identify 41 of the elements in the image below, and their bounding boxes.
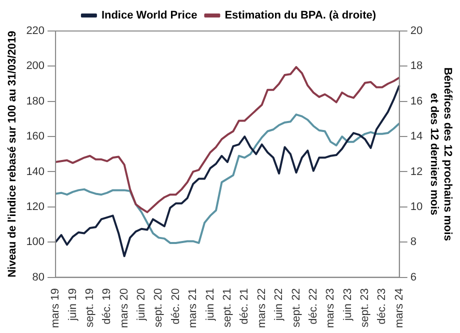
y-tick-label: 200 <box>26 60 45 72</box>
x-tick-label: déc. 20 <box>170 288 182 324</box>
y2-axis-title: Bénéfices des 12 prochains mois et des 12 derniers mois <box>428 67 454 241</box>
x-tick-label: juin 20 <box>136 288 148 322</box>
x-tick-label: déc. 19 <box>101 288 114 324</box>
y2-tick-label: 12 <box>410 166 423 178</box>
x-tick-label: déc. 22 <box>307 288 320 324</box>
y-tick-label: 140 <box>26 166 45 178</box>
x-tick-label: juin 19 <box>66 288 79 322</box>
y-tick-label: 80 <box>32 271 45 284</box>
x-tick-label: sept. 20 <box>152 288 165 328</box>
x-tick-label: sept. 21 <box>221 288 234 328</box>
legend-label: Indice World Price <box>101 10 198 22</box>
y2-tick-label: 18 <box>410 60 423 72</box>
y2-tick-label: 6 <box>410 271 416 284</box>
x-tick-label: juin 21 <box>204 288 216 322</box>
y-tick-label: 100 <box>26 236 45 248</box>
x-tick-label: déc. 21 <box>238 288 251 324</box>
x-tick-label: déc. 23 <box>376 288 388 324</box>
y-tick-label: 180 <box>26 95 45 108</box>
x-tick-label: mars 22 <box>256 288 268 328</box>
y-tick-label: 120 <box>26 200 45 213</box>
x-tick-label: mars 23 <box>324 288 337 328</box>
x-tick-label: sept. 23 <box>359 288 372 328</box>
x-tick-label: sept. 19 <box>84 288 96 328</box>
x-tick-label: mars 24 <box>393 288 406 328</box>
y-tick-label: 220 <box>26 25 45 38</box>
y2-tick-label: 8 <box>410 236 416 248</box>
x-tick-label: juin 22 <box>273 288 286 322</box>
x-tick-label: mars 20 <box>118 288 130 328</box>
legend-label: Estimation du BPA. (à droite) <box>224 10 376 22</box>
x-tick-label: sept. 22 <box>290 288 302 328</box>
y2-tick-label: 14 <box>410 130 423 143</box>
x-tick-label: mars 19 <box>50 288 62 328</box>
y-tick-label: 160 <box>26 130 45 143</box>
y2-tick-label: 20 <box>410 25 423 38</box>
y2-tick-label: 10 <box>410 200 423 213</box>
x-tick-label: juin 23 <box>342 288 354 322</box>
y-axis-title: Niveau de l'indice rebasé sur 100 au 31/03/2019 <box>6 30 19 278</box>
x-tick-label: mars 21 <box>187 288 200 328</box>
y2-tick-label: 16 <box>410 95 423 108</box>
